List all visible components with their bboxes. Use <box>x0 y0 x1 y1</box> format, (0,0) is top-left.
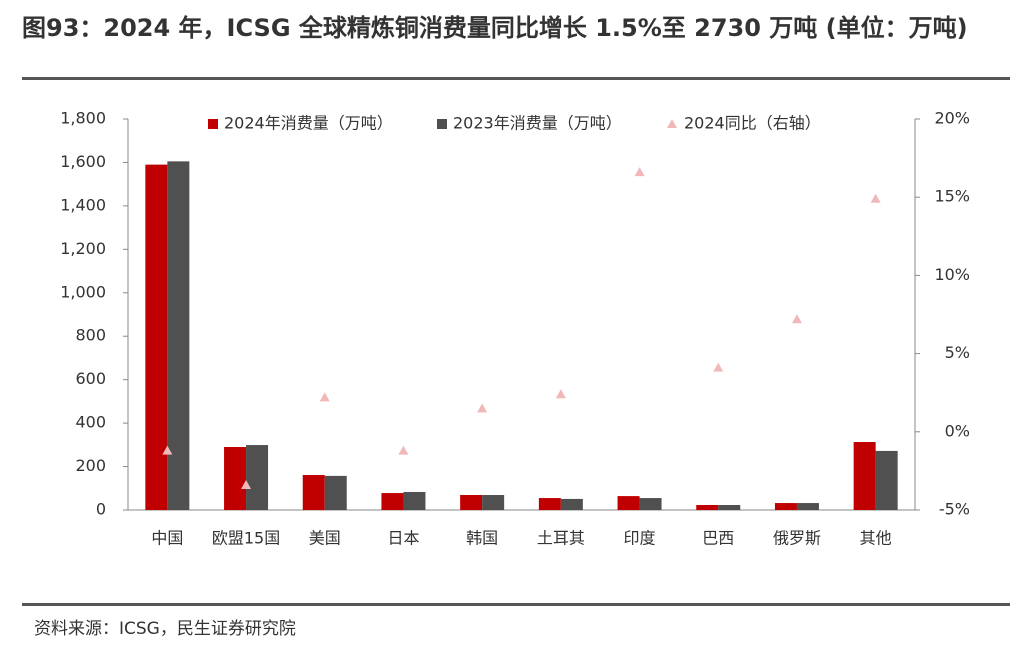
y2-tick-label: 15% <box>934 187 970 206</box>
y-tick-label: 1,400 <box>60 195 106 214</box>
y2-tick-label: 0% <box>945 421 970 440</box>
triangle-marker <box>319 392 330 402</box>
x-tick-label: 其他 <box>860 529 892 548</box>
legend-label: 2023年消费量（万吨） <box>453 114 622 133</box>
source-note: 资料来源：ICSG，民生证券研究院 <box>34 619 296 639</box>
x-tick-label: 韩国 <box>466 529 498 548</box>
y-tick-label: 600 <box>75 369 106 388</box>
legend-marker <box>208 119 218 129</box>
bar <box>324 475 347 510</box>
bar <box>460 495 483 510</box>
bar <box>302 475 325 510</box>
y2-tick-label: 5% <box>945 343 970 362</box>
triangle-marker <box>477 403 488 413</box>
chart: 0 200 400 600 800 1,000 1,200 1,400 1,600 1,800 -5… <box>60 109 970 548</box>
divider <box>22 603 1010 606</box>
y-tick-label: 0 <box>96 500 106 519</box>
y-tick-label: 1,800 <box>60 109 106 128</box>
y-tick-label: 1,000 <box>60 282 106 301</box>
x-tick-label: 俄罗斯 <box>773 529 821 548</box>
bar <box>796 503 819 510</box>
bar <box>853 442 876 510</box>
x-tick-label: 中国 <box>151 529 183 548</box>
x-tick-label: 土耳其 <box>537 529 585 548</box>
bar <box>482 495 505 510</box>
triangle-marker <box>791 314 802 324</box>
bar <box>167 161 190 510</box>
x-tick-label: 巴西 <box>702 529 734 548</box>
legend-marker <box>667 119 677 128</box>
legend-label: 2024同比（右轴） <box>684 114 821 133</box>
triangle-marker <box>398 445 409 455</box>
bar <box>617 496 640 510</box>
y-tick-label: 1,600 <box>60 152 106 171</box>
triangle-marker <box>634 167 645 177</box>
y2-tick-label: 20% <box>934 109 970 128</box>
chart-title: 图93：2024 年，ICSG 全球精炼铜消费量同比增长 1.5%至 2730 … <box>22 14 968 42</box>
bar <box>639 498 662 510</box>
y2-tick-label: -5% <box>939 500 970 519</box>
bar <box>403 491 426 510</box>
bar <box>718 505 741 510</box>
bar <box>246 445 269 510</box>
x-tick-label: 美国 <box>309 529 341 548</box>
x-tick-label: 欧盟15国 <box>212 529 280 548</box>
x-tick-label: 印度 <box>624 529 656 548</box>
bar <box>774 503 797 510</box>
bar <box>224 447 247 510</box>
triangle-marker <box>713 362 724 372</box>
y-tick-label: 400 <box>75 413 106 432</box>
legend-label: 2024年消费量（万吨） <box>224 114 393 133</box>
y2-tick-label: 10% <box>934 265 970 284</box>
triangle-marker <box>870 193 881 203</box>
bar <box>560 498 583 510</box>
triangle-marker <box>162 445 173 455</box>
y-tick-label: 200 <box>75 456 106 475</box>
bar <box>875 450 898 510</box>
y-tick-label: 1,200 <box>60 239 106 258</box>
y-tick-label: 800 <box>75 326 106 345</box>
triangle-marker <box>555 389 566 399</box>
bar <box>145 164 168 510</box>
triangle-marker <box>241 479 252 489</box>
legend-marker <box>437 119 447 129</box>
x-tick-label: 日本 <box>387 529 419 548</box>
bar <box>538 498 561 510</box>
divider <box>22 77 1010 80</box>
bar <box>696 505 719 510</box>
bar <box>381 493 404 510</box>
